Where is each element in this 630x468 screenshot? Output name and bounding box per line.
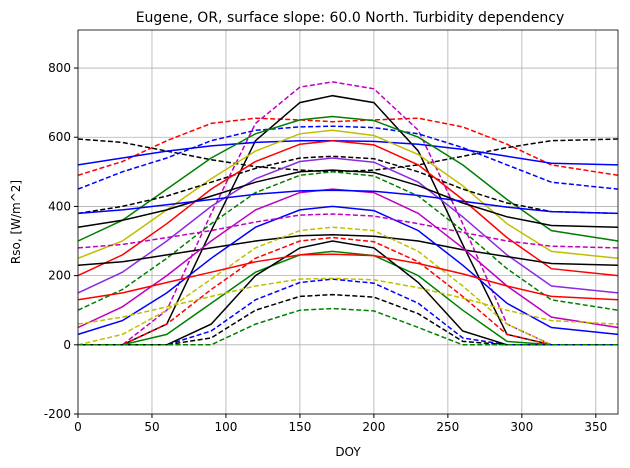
data-line [77,115,619,242]
x-tick-label: 0 [74,420,82,434]
x-tick-label: 300 [510,420,533,434]
y-axis-label: Rso, [W/m^2] [9,180,23,264]
data-line [77,169,619,228]
data-line [77,205,619,336]
data-line [78,307,618,346]
data-line [77,277,619,325]
data-line [77,155,619,215]
y-tick-label: 0 [63,338,71,352]
grid [77,30,618,415]
data-line [77,189,619,215]
data-line [77,157,619,294]
x-tick-label: 350 [584,420,607,434]
x-tick-label: 250 [436,420,459,434]
data-line [77,139,619,277]
y-tick-label: -200 [44,407,71,421]
x-tick-label: 100 [214,420,237,434]
data-line [77,226,618,346]
data-line [77,253,619,301]
data-line [77,213,619,249]
y-tick-label: 400 [48,199,71,213]
x-tick-label: 50 [144,420,159,434]
y-tick-label: 200 [48,269,71,283]
x-tick-label: 200 [362,420,385,434]
data-line [77,234,619,266]
x-tick-label: 150 [288,420,311,434]
data-line [77,125,619,190]
data-line [77,117,619,177]
plot-frame [77,29,619,415]
data-line [77,171,619,311]
data-line [78,236,618,346]
data-line [78,293,618,346]
data-line [78,250,618,346]
chart-title: Eugene, OR, surface slope: 60.0 North. T… [136,10,565,26]
y-tick-label: 600 [48,130,71,144]
y-tick-label: 800 [48,61,71,75]
x-axis-label: DOY [335,445,361,459]
